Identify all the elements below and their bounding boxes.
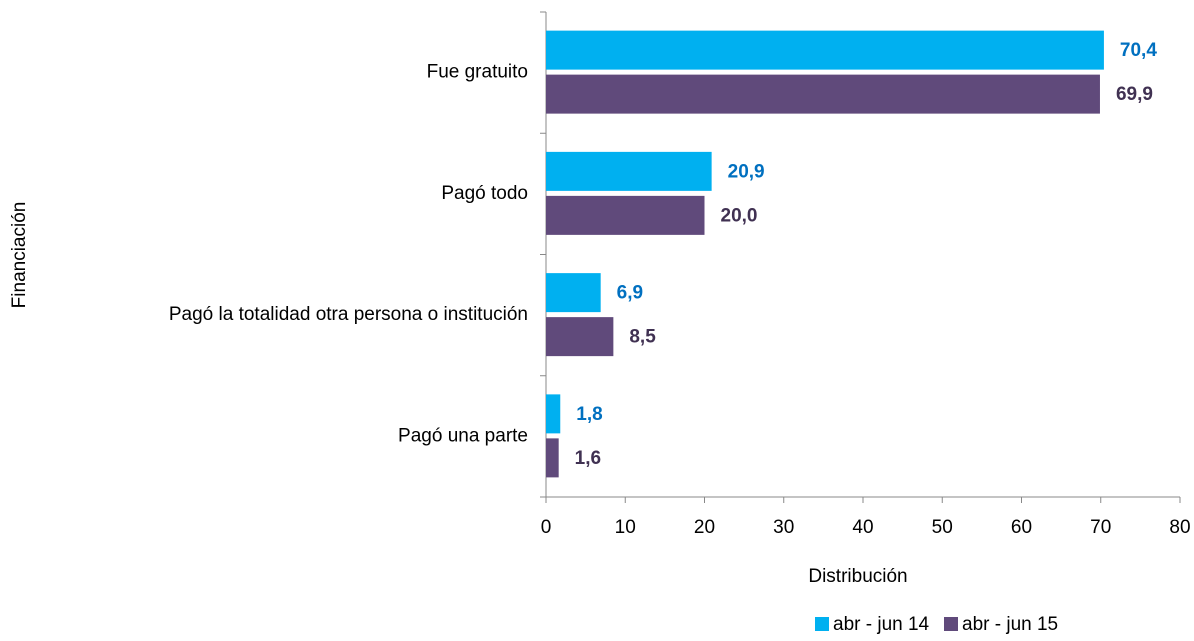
x-tick-label: 80	[1169, 517, 1190, 538]
value-label: 20,9	[728, 161, 765, 182]
legend-label: abr - jun 14	[833, 614, 930, 635]
value-label: 69,9	[1116, 84, 1153, 105]
value-label: 1,8	[576, 404, 602, 425]
x-tick-label: 50	[932, 517, 953, 538]
legend-swatch	[815, 617, 829, 631]
legend-swatch	[944, 617, 958, 631]
bar	[546, 195, 705, 235]
legend-label: abr - jun 15	[962, 614, 1058, 635]
y-tick-label: Fue gratuito	[427, 62, 528, 83]
bar	[546, 273, 601, 313]
value-label: 20,0	[721, 205, 758, 226]
value-label: 70,4	[1120, 40, 1157, 61]
y-tick-label: Pagó la totalidad otra persona o institu…	[169, 304, 528, 325]
bar	[546, 394, 561, 434]
bar	[546, 74, 1100, 114]
value-label: 8,5	[629, 327, 656, 348]
x-tick-label: 0	[541, 517, 552, 538]
x-tick-label: 10	[615, 517, 636, 538]
x-tick-label: 30	[773, 517, 794, 538]
y-tick-label: Pagó todo	[441, 183, 528, 204]
x-tick-label: 60	[1011, 517, 1032, 538]
x-tick-label: 20	[694, 517, 715, 538]
x-axis-label: Distribución	[808, 566, 907, 587]
bar	[546, 317, 614, 357]
y-tick-label: Pagó una parte	[398, 425, 528, 446]
bar	[546, 151, 712, 191]
x-tick-label: 40	[852, 517, 873, 538]
x-tick-label: 70	[1090, 517, 1111, 538]
bar	[546, 438, 559, 478]
value-label: 6,9	[617, 283, 643, 304]
y-axis-label: Financiación	[9, 202, 30, 309]
value-label: 1,6	[575, 448, 601, 469]
bar	[546, 30, 1104, 70]
